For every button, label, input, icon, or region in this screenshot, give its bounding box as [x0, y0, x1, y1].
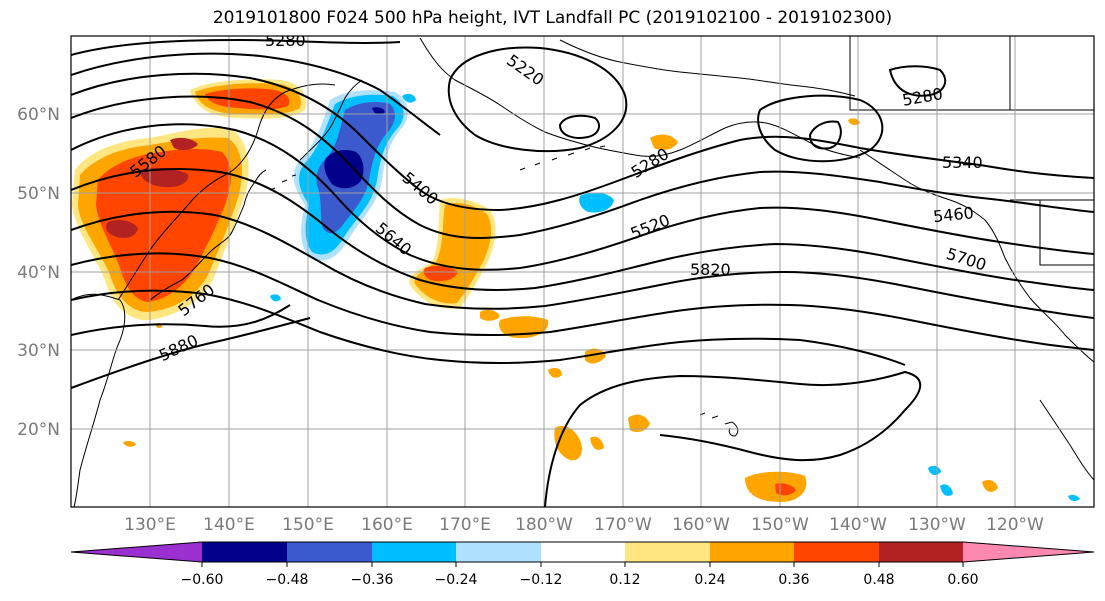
colorbar-segment: [879, 542, 963, 562]
lon-label-140w: 140°W: [829, 515, 887, 535]
lat-label-40n: 40°N: [17, 263, 60, 283]
contour-label-5820: 5820: [690, 260, 731, 279]
lon-label-130e: 130°E: [124, 515, 176, 535]
colorbar-tick-label: 0.48: [863, 572, 894, 588]
colorbar-segment: [541, 542, 625, 562]
lon-label-170e: 170°E: [439, 515, 491, 535]
lat-label-20n: 20°N: [17, 420, 60, 440]
colorbar-tick-label: 0.36: [778, 572, 809, 588]
latitude-labels: 60°N 50°N 40°N 30°N 20°N: [17, 105, 60, 440]
lon-label-150e: 150°E: [282, 515, 334, 535]
lon-label-120w: 120°W: [986, 515, 1044, 535]
lat-label-50n: 50°N: [17, 184, 60, 204]
colorbar-tick-label: −0.48: [266, 572, 309, 588]
colorbar: −0.60 −0.48 −0.36 −0.24 −0.12 0.12 0.24 …: [70, 541, 1095, 588]
lon-label-160w: 160°W: [672, 515, 730, 535]
lon-label-130w: 130°W: [908, 515, 966, 535]
lon-label-140e: 140°E: [203, 515, 255, 535]
colorbar-segment-extend-high: [963, 542, 1094, 562]
colorbar-segment: [202, 542, 287, 562]
colorbar-tick-label: −0.36: [351, 572, 394, 588]
lon-label-170w: 170°W: [594, 515, 652, 535]
colorbar-tick-label: 0.24: [694, 572, 725, 588]
lon-label-160e: 160°E: [361, 515, 413, 535]
colorbar-tick-label: 0.12: [609, 572, 640, 588]
colorbar-tick-label: −0.60: [181, 572, 224, 588]
colorbar-segment: [372, 542, 456, 562]
gridlines: [71, 36, 1094, 507]
colorbar-tick-label: 0.60: [947, 572, 978, 588]
colorbar-segment: [710, 542, 794, 562]
contour-label-5340: 5340: [942, 153, 983, 172]
lat-label-60n: 60°N: [17, 105, 60, 125]
colorbar-segment: [625, 542, 710, 562]
lon-label-180w: 180°W: [515, 515, 573, 535]
height-contours: [71, 38, 1094, 507]
lat-label-30n: 30°N: [17, 341, 60, 361]
map-title: 2019101800 F024 500 hPa height, IVT Land…: [212, 8, 893, 28]
colorbar-tick-label: −0.12: [520, 572, 563, 588]
map-frame: [70, 35, 1095, 508]
colorbar-tick-label: −0.24: [435, 572, 478, 588]
contour-label-5460: 5460: [932, 203, 974, 226]
lon-label-150w: 150°W: [751, 515, 809, 535]
colorbar-segment: [287, 542, 372, 562]
colorbar-segment: [794, 542, 879, 562]
longitude-labels: 130°E 140°E 150°E 160°E 170°E 180°W 170°…: [124, 515, 1044, 535]
colorbar-segment-extend-low: [71, 542, 202, 562]
contour-label-5280-north: 5280: [265, 31, 306, 50]
colorbar-segment: [456, 542, 541, 562]
